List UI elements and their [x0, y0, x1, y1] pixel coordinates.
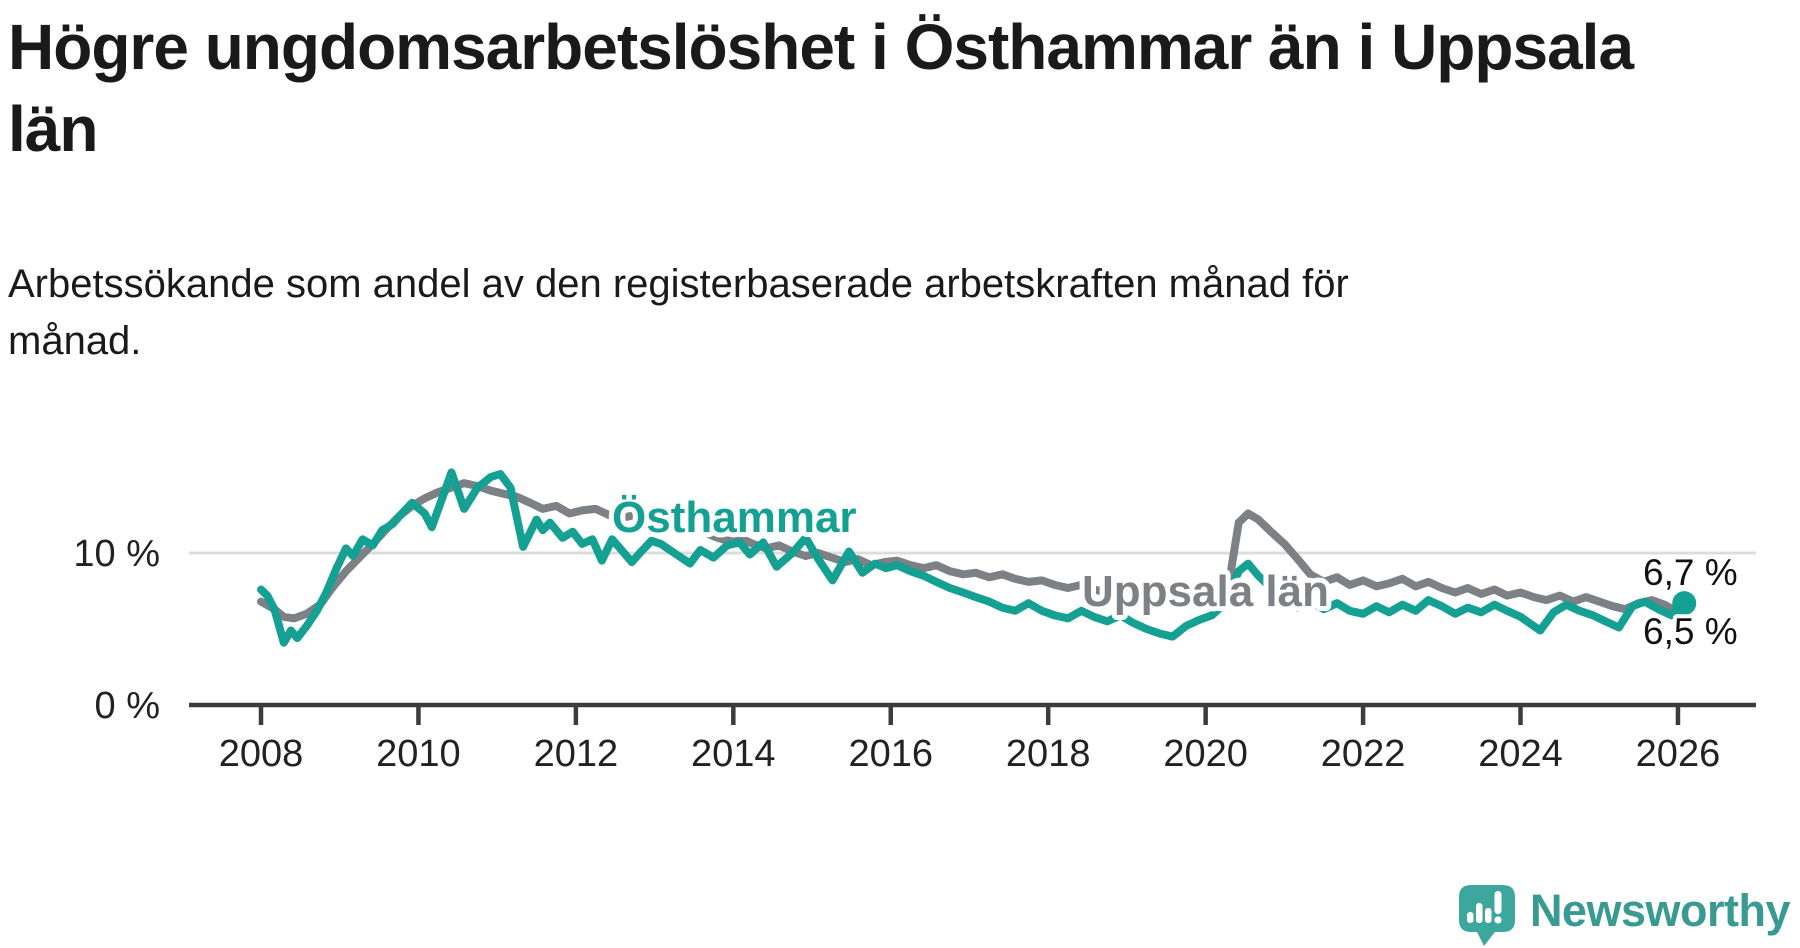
logo-exclamation-bar — [1494, 891, 1502, 914]
series-label-uppsala-laen: Uppsala län — [1082, 567, 1329, 616]
x-tick-label-2014: 2014 — [691, 733, 776, 775]
x-tick-label-2018: 2018 — [1006, 733, 1091, 775]
page-title: Högre ungdomsarbetslöshet i Östhammar än… — [8, 6, 1788, 170]
page-title-line-1: Högre ungdomsarbetslöshet i Östhammar än… — [8, 11, 1634, 83]
x-tick-label-2008: 2008 — [219, 733, 304, 775]
chart-subtitle: Arbetssökande som andel av den registerb… — [8, 256, 1708, 370]
end-value-label-uppsala-laen: 6,5 % — [1643, 611, 1738, 652]
x-tick-label-2026: 2026 — [1636, 733, 1721, 775]
newsworthy-logo-icon — [1458, 885, 1515, 946]
oesthammar-end-dot — [1672, 591, 1697, 616]
chart-subtitle-line-1: Arbetssökande som andel av den registerb… — [8, 262, 1349, 306]
x-tick-label-2016: 2016 — [848, 733, 933, 775]
x-tick-label-2020: 2020 — [1163, 733, 1248, 775]
uppsala-laen-line — [257, 479, 1689, 623]
logo-bar-2 — [1475, 903, 1483, 923]
series-label-oesthammar: Östhammar — [612, 493, 857, 542]
page-title-line-2: län — [8, 93, 98, 165]
x-tick-label-2012: 2012 — [534, 733, 619, 775]
x-tick-label-2024: 2024 — [1478, 733, 1563, 775]
x-tick-label-2010: 2010 — [376, 733, 461, 775]
chart-subtitle-line-2: månad. — [8, 319, 142, 363]
x-tick-label-2022: 2022 — [1321, 733, 1406, 775]
newsworthy-wordmark: Newsworthy — [1529, 885, 1791, 936]
logo-bar-3 — [1484, 908, 1492, 923]
oesthammar-line — [257, 468, 1689, 647]
newsworthy-branding: Newsworthy — [1458, 884, 1791, 948]
end-value-label-oesthammar: 6,7 % — [1643, 552, 1738, 593]
logo-bar-1 — [1466, 912, 1474, 923]
y-tick-label-10: 10 % — [73, 533, 160, 575]
logo-exclamation-dot — [1494, 916, 1502, 924]
y-tick-label-0: 0 % — [95, 685, 160, 727]
